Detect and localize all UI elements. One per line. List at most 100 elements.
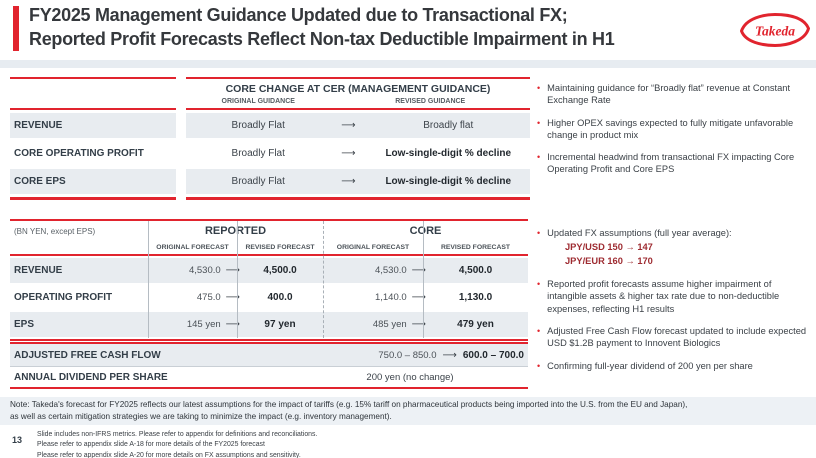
tariff-note: Note: Takeda's forecast for FY2025 refle… bbox=[0, 397, 816, 425]
bullet-dot-icon: • bbox=[537, 360, 541, 371]
forecast-commentary: • Updated FX assumptions (full year aver… bbox=[537, 227, 811, 382]
bullet-text: Reported profit forecasts assume higher … bbox=[547, 279, 780, 314]
footnote: Please refer to appendix slide A-20 for … bbox=[37, 451, 301, 458]
bullet-text: Incremental headwind from transactional … bbox=[547, 152, 795, 175]
bullet-item: • Confirming full-year dividend of 200 y… bbox=[537, 360, 811, 372]
original-value: 475.0 bbox=[196, 292, 221, 303]
row-label: EPS bbox=[14, 319, 35, 330]
guidance-row: Broadly Flat ⟶ Low-single-digit % declin… bbox=[186, 141, 530, 166]
revised-value: Broadly flat bbox=[423, 120, 474, 131]
column-header-original-forecast: ORIGINAL FORECAST bbox=[156, 244, 229, 251]
original-value: 145 yen bbox=[186, 319, 221, 330]
right-arrow-icon: ⟶ bbox=[411, 265, 426, 276]
bullet-item: • Maintaining guidance for “Broadly flat… bbox=[537, 82, 811, 107]
right-arrow-icon: ⟶ bbox=[411, 292, 426, 303]
divider-band bbox=[0, 60, 816, 68]
column-header-revised-forecast: REVISED FORECAST bbox=[245, 244, 315, 251]
bullet-dot-icon: • bbox=[537, 83, 541, 93]
table-bottom-rule bbox=[10, 197, 176, 200]
guidance-table-values: CORE CHANGE AT CER (MANAGEMENT GUIDANCE)… bbox=[186, 77, 530, 200]
svg-text:Takeda: Takeda bbox=[755, 24, 795, 39]
note-line2: as well as certain mitigation strategies… bbox=[10, 412, 392, 422]
bullet-dot-icon: • bbox=[537, 117, 541, 128]
guidance-label-header-spacer bbox=[10, 77, 176, 110]
guidance-row-label: REVENUE bbox=[10, 113, 176, 138]
original-value: Broadly Flat bbox=[231, 120, 285, 131]
guidance-row: Broadly Flat ⟶ Low-single-digit % declin… bbox=[186, 169, 530, 194]
row-label: OPERATING PROFIT bbox=[14, 292, 113, 303]
guidance-column-headers: ORIGINAL GUIDANCE REVISED GUIDANCE bbox=[186, 98, 530, 105]
revised-value: 4,500.0 bbox=[458, 265, 493, 276]
original-value: 1,140.0 bbox=[374, 292, 407, 303]
original-value: 4,530.0 bbox=[188, 265, 221, 276]
column-header-revised-guidance: REVISED GUIDANCE bbox=[395, 98, 466, 105]
bullet-text: Confirming full-year dividend of 200 yen… bbox=[547, 360, 753, 371]
right-arrow-icon: ⟶ bbox=[341, 176, 356, 187]
bullet-item: • Updated FX assumptions (full year aver… bbox=[537, 227, 811, 239]
bullet-item: • Reported profit forecasts assume highe… bbox=[537, 278, 811, 315]
cashflow-dividend-table: ADJUSTED FREE CASH FLOW 750.0 – 850.0 ⟶ … bbox=[10, 342, 528, 389]
bullet-item: • Incremental headwind from transactiona… bbox=[537, 151, 811, 176]
right-arrow-icon: ⟶ bbox=[225, 319, 240, 330]
group-header-core: CORE bbox=[409, 225, 442, 237]
row-label: ANNUAL DIVIDEND PER SHARE bbox=[14, 371, 168, 383]
row-label: REVENUE bbox=[14, 265, 63, 276]
bullet-dot-icon: • bbox=[537, 326, 541, 336]
afcf-row: ADJUSTED FREE CASH FLOW 750.0 – 850.0 ⟶ … bbox=[10, 344, 528, 366]
guidance-table-title: CORE CHANGE AT CER (MANAGEMENT GUIDANCE) bbox=[225, 83, 491, 95]
guidance-table-labels: REVENUE CORE OPERATING PROFIT CORE EPS bbox=[10, 77, 176, 200]
original-value: Broadly Flat bbox=[231, 148, 285, 159]
revised-value: 600.0 – 700.0 bbox=[462, 349, 524, 361]
bullet-item: • Adjusted Free Cash Flow forecast updat… bbox=[537, 325, 811, 350]
column-divider bbox=[423, 221, 424, 338]
footnote: Please refer to appendix slide A-18 for … bbox=[37, 441, 265, 449]
right-arrow-icon: ⟶ bbox=[341, 148, 356, 159]
page-number: 13 bbox=[12, 435, 23, 445]
row-divider bbox=[10, 366, 528, 367]
right-arrow-icon: ⟶ bbox=[411, 319, 426, 330]
bullet-text: Higher OPEX savings expected to fully mi… bbox=[547, 117, 794, 140]
bullet-text: Updated FX assumptions (full year averag… bbox=[547, 228, 732, 238]
page-title-line2: Reported Profit Forecasts Reflect Non-ta… bbox=[29, 29, 615, 50]
column-divider bbox=[237, 221, 238, 338]
column-header-revised-forecast: REVISED FORECAST bbox=[440, 244, 511, 251]
guidance-table: REVENUE CORE OPERATING PROFIT CORE EPS C… bbox=[10, 77, 530, 200]
original-value: 485 yen bbox=[372, 319, 407, 330]
right-arrow-icon: ⟶ bbox=[225, 265, 240, 276]
page-title: FY2025 Management Guidance Updated due t… bbox=[29, 3, 739, 52]
table-bottom-rule bbox=[186, 197, 530, 200]
forecast-table: (BN YEN, except EPS) REPORTED CORE ORIGI… bbox=[10, 219, 528, 341]
column-header-original-guidance: ORIGINAL GUIDANCE bbox=[221, 98, 295, 105]
dividend-value: 200 yen (no change) bbox=[366, 371, 454, 383]
column-divider bbox=[148, 221, 149, 338]
bullet-text: Maintaining guidance for “Broadly flat” … bbox=[547, 83, 791, 106]
guidance-row: Broadly Flat ⟶ Broadly flat bbox=[186, 113, 530, 138]
takeda-logo: Takeda bbox=[739, 11, 811, 54]
unit-label: (BN YEN, except EPS) bbox=[14, 226, 96, 236]
bullet-dot-icon: • bbox=[537, 152, 541, 163]
note-line1: Note: Takeda's forecast for FY2025 refle… bbox=[10, 400, 688, 409]
dividend-row: ANNUAL DIVIDEND PER SHARE 200 yen (no ch… bbox=[10, 367, 528, 387]
guidance-table-header: CORE CHANGE AT CER (MANAGEMENT GUIDANCE)… bbox=[186, 77, 530, 110]
group-divider-dashed bbox=[323, 221, 324, 338]
revised-value: 97 yen bbox=[264, 319, 296, 330]
bullet-item: • Higher OPEX savings expected to fully … bbox=[537, 117, 811, 142]
forecast-row: OPERATING PROFIT 475.0 ⟶ 400.0 1,140.0 ⟶ 1… bbox=[10, 285, 528, 310]
forecast-row: EPS 145 yen ⟶ 97 yen 485 yen ⟶ 479 yen bbox=[10, 312, 528, 337]
forecast-table-group-header: (BN YEN, except EPS) REPORTED CORE bbox=[10, 221, 528, 241]
original-value: 750.0 – 850.0 bbox=[378, 349, 437, 361]
fx-assumption-values: JPY/USD 150 → 147 JPY/EUR 160 → 170 bbox=[565, 242, 653, 266]
row-label: ADJUSTED FREE CASH FLOW bbox=[14, 349, 161, 361]
title-accent-bar bbox=[13, 6, 19, 51]
original-value: 4,530.0 bbox=[374, 265, 407, 276]
original-value: Broadly Flat bbox=[231, 176, 285, 187]
revised-value: 400.0 bbox=[267, 292, 293, 303]
guidance-row-label: CORE OPERATING PROFIT bbox=[14, 148, 144, 159]
revised-value: Low-single-digit % decline bbox=[385, 176, 512, 187]
revised-value: Low-single-digit % decline bbox=[385, 148, 512, 159]
forecast-table-column-headers: ORIGINAL FORECAST REVISED FORECAST ORIGI… bbox=[10, 241, 528, 254]
bullet-text: Adjusted Free Cash Flow forecast updated… bbox=[547, 326, 807, 349]
right-arrow-icon: ⟶ bbox=[225, 292, 240, 303]
revised-value: 4,500.0 bbox=[263, 265, 297, 276]
